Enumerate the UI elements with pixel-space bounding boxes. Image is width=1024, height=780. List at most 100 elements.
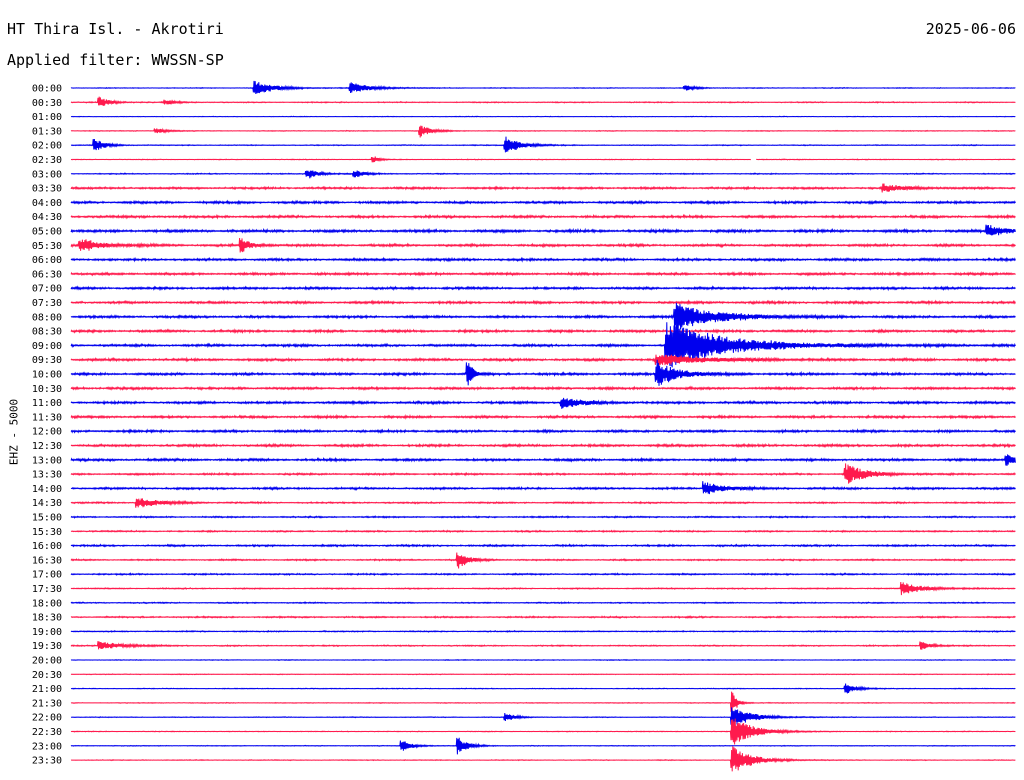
time-label: 12:30 [32, 441, 62, 452]
time-label: 07:00 [32, 284, 62, 295]
time-label: 05:00 [32, 227, 62, 238]
trace-line [70, 543, 1016, 548]
trace-line [70, 213, 1016, 220]
trace-line [70, 707, 1016, 727]
trace-line [70, 683, 1016, 694]
time-label: 22:30 [32, 727, 62, 738]
time-label: 11:00 [32, 398, 62, 409]
trace-line [70, 629, 1016, 633]
trace-line [70, 285, 1016, 292]
trace-line [70, 270, 1016, 277]
trace-line [70, 125, 1016, 138]
trace-line [70, 463, 1016, 484]
time-label: 22:00 [32, 713, 62, 724]
trace-line [70, 136, 1016, 153]
trace-line [70, 80, 1016, 95]
time-label: 02:00 [32, 141, 62, 152]
time-label: 09:30 [32, 355, 62, 366]
trace-line [70, 413, 1016, 420]
time-label: 08:30 [32, 327, 62, 338]
time-label: 07:30 [32, 298, 62, 309]
trace-line [70, 746, 1016, 772]
trace-line [70, 718, 1016, 745]
trace-line [70, 481, 1016, 495]
time-label: 21:30 [32, 698, 62, 709]
trace-line [70, 322, 1016, 368]
trace-line [70, 224, 1016, 236]
trace-line [70, 156, 1016, 163]
time-label: 18:00 [32, 598, 62, 609]
time-label: 06:30 [32, 269, 62, 280]
trace-line [70, 183, 1016, 193]
time-label: 04:30 [32, 212, 62, 223]
trace-line [70, 691, 1016, 712]
trace-line [70, 529, 1016, 534]
time-label: 17:30 [32, 584, 62, 595]
date-label: 2025-06-06 [925, 20, 1016, 38]
trace-line [70, 572, 1016, 577]
time-label: 13:00 [32, 455, 62, 466]
time-label: 19:30 [32, 641, 62, 652]
trace-line [70, 237, 1016, 253]
time-label: 06:00 [32, 255, 62, 266]
time-label: 03:00 [32, 169, 62, 180]
trace-line [70, 640, 1016, 650]
trace-line [70, 96, 1016, 106]
trace-line [70, 515, 1016, 519]
time-label: 23:30 [32, 756, 62, 767]
time-label: 16:30 [32, 555, 62, 566]
time-label: 00:30 [32, 98, 62, 109]
trace-line [70, 115, 1016, 118]
trace-line [70, 498, 1016, 508]
trace-line [70, 601, 1016, 605]
station-title: HT Thira Isl. - Akrotiri [7, 20, 224, 38]
trace-line [70, 737, 1016, 755]
time-label: 18:30 [32, 613, 62, 624]
trace-line [70, 302, 1016, 330]
time-label: 16:00 [32, 541, 62, 552]
time-label: 14:00 [32, 484, 62, 495]
trace-line [70, 397, 1016, 409]
time-label: 09:00 [32, 341, 62, 352]
trace-line [70, 354, 1016, 366]
time-label: 17:00 [32, 570, 62, 581]
time-label: 11:30 [32, 412, 62, 423]
time-label: 00:00 [32, 84, 62, 95]
time-label: 03:30 [32, 184, 62, 195]
time-label: 21:00 [32, 684, 62, 695]
time-label: 14:30 [32, 498, 62, 509]
time-label: 08:00 [32, 312, 62, 323]
time-label: 01:00 [32, 112, 62, 123]
time-label: 05:30 [32, 241, 62, 252]
time-label: 15:00 [32, 513, 62, 524]
time-label: 02:30 [32, 155, 62, 166]
trace-line [70, 581, 1016, 596]
time-label: 10:30 [32, 384, 62, 395]
trace-line [70, 552, 1016, 569]
trace-line [70, 615, 1016, 620]
trace-line [70, 170, 1016, 179]
time-label: 04:00 [32, 198, 62, 209]
trace-line [70, 454, 1016, 466]
time-label: 20:00 [32, 656, 62, 667]
trace-line [70, 673, 1016, 676]
trace-line [70, 428, 1016, 435]
trace-line [70, 199, 1016, 206]
trace-line [70, 327, 1016, 335]
trace-line [70, 359, 1016, 386]
trace-line [70, 658, 1016, 662]
time-label: 01:30 [32, 126, 62, 137]
time-label: 23:00 [32, 741, 62, 752]
trace-line [70, 442, 1016, 449]
time-label: 13:30 [32, 470, 62, 481]
time-label: 10:00 [32, 370, 62, 381]
filter-label: Applied filter: WWSSN-SP [7, 51, 224, 69]
trace-line [70, 256, 1016, 263]
trace-line [70, 299, 1016, 306]
time-label: 19:00 [32, 627, 62, 638]
trace-line [70, 385, 1016, 392]
time-label: 15:30 [32, 527, 62, 538]
time-label: 12:00 [32, 427, 62, 438]
time-label: 20:30 [32, 670, 62, 681]
